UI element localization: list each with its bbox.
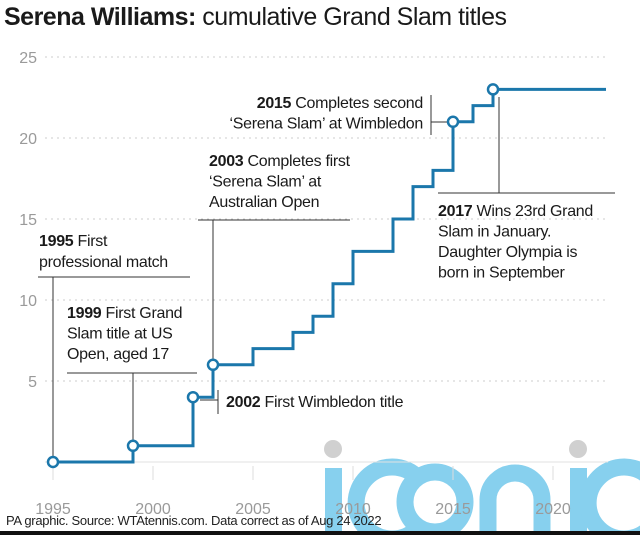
annotation-line: 2015 Completes second <box>257 95 423 112</box>
milestone-marker <box>126 439 140 453</box>
milestone-marker <box>46 455 60 469</box>
annotation-line: ‘Serena Slam’ at <box>209 174 322 191</box>
bottom-rule <box>0 531 640 535</box>
watermark-letter-c <box>579 458 640 535</box>
annotation-1995: 1995 First professional match <box>39 233 168 271</box>
x-tick-label: 2005 <box>235 501 271 518</box>
x-tick-label: 1995 <box>35 501 71 518</box>
annotation-2017: 2017 Wins 23rd Grand Slam in January. Daug… <box>438 203 593 282</box>
axes: 5 10 15 20 25 1995 2000 2005 2010 2015 2020 <box>19 50 571 518</box>
annotation-line: 2017 Wins 23rd Grand <box>438 203 593 220</box>
chart-title-rest: cumulative Grand Slam titles <box>195 3 507 31</box>
annotation-year: 2015 <box>257 95 296 112</box>
milestone-marker <box>446 115 460 129</box>
y-tick-label: 10 <box>19 293 37 310</box>
annotation-line: Open, aged 17 <box>67 346 169 363</box>
milestone-marker <box>206 358 220 372</box>
annotations: 1995 First professional match 1999 First G… <box>39 95 593 411</box>
annotation-2002: 2002 First Wimbledon title <box>226 394 404 411</box>
gridlines <box>45 56 608 463</box>
annotation-line: ‘Serena Slam’ at Wimbledon <box>230 116 423 133</box>
annotation-year: 1999 <box>67 305 106 322</box>
annotation-line: professional match <box>39 254 168 271</box>
y-tick-label: 25 <box>19 50 37 67</box>
series <box>46 83 606 469</box>
annotation-1999: 1999 First Grand Slam title at US Open, ag… <box>67 305 182 363</box>
chart-title: Serena Williams: cumulative Grand Slam t… <box>4 3 507 32</box>
chart-title-bold: Serena Williams: <box>4 3 196 31</box>
watermark-dot <box>569 440 587 458</box>
annotation-year: 2003 <box>209 153 248 170</box>
annotation-year: 2002 <box>226 394 265 411</box>
annotation-2015: 2015 Completes second ‘Serena Slam’ at Wi… <box>230 95 423 133</box>
annotation-year: 1995 <box>39 233 78 250</box>
x-tick-label: 2020 <box>535 501 571 518</box>
watermark-letter-n <box>479 464 551 535</box>
milestone-marker <box>486 83 500 96</box>
annotation-line: Daughter Olympia is <box>438 244 578 261</box>
annotation-line: 1999 First Grand <box>67 305 182 322</box>
watermark-dot <box>324 440 342 458</box>
annotation-line: born in September <box>438 265 566 282</box>
watermark-letter-c <box>347 458 425 535</box>
annotation-line: Slam in January. <box>438 224 551 241</box>
y-tick-label: 15 <box>19 212 37 229</box>
annotation-2003: 2003 Completes first ‘Serena Slam’ at Aust… <box>209 153 351 211</box>
y-tick-label: 20 <box>19 131 37 148</box>
annotation-line: 1995 First <box>39 233 108 250</box>
annotation-line: Australian Open <box>209 194 319 211</box>
annotation-line: Slam title at US <box>67 326 172 343</box>
x-tick-label: 2000 <box>135 501 171 518</box>
milestone-marker <box>186 390 200 404</box>
x-tick-label: 2010 <box>335 501 371 518</box>
source-note: PA graphic. Source: WTAtennis.com. Data … <box>6 513 382 528</box>
y-tick-label: 5 <box>28 374 37 391</box>
annotation-year: 2017 <box>438 203 477 220</box>
annotation-line: 2002 First Wimbledon title <box>226 394 404 411</box>
watermark-letter-i <box>325 468 342 535</box>
annotation-leaders <box>38 95 615 462</box>
annotation-line: 2003 Completes first <box>209 153 351 170</box>
x-tick-label: 2015 <box>435 501 471 518</box>
